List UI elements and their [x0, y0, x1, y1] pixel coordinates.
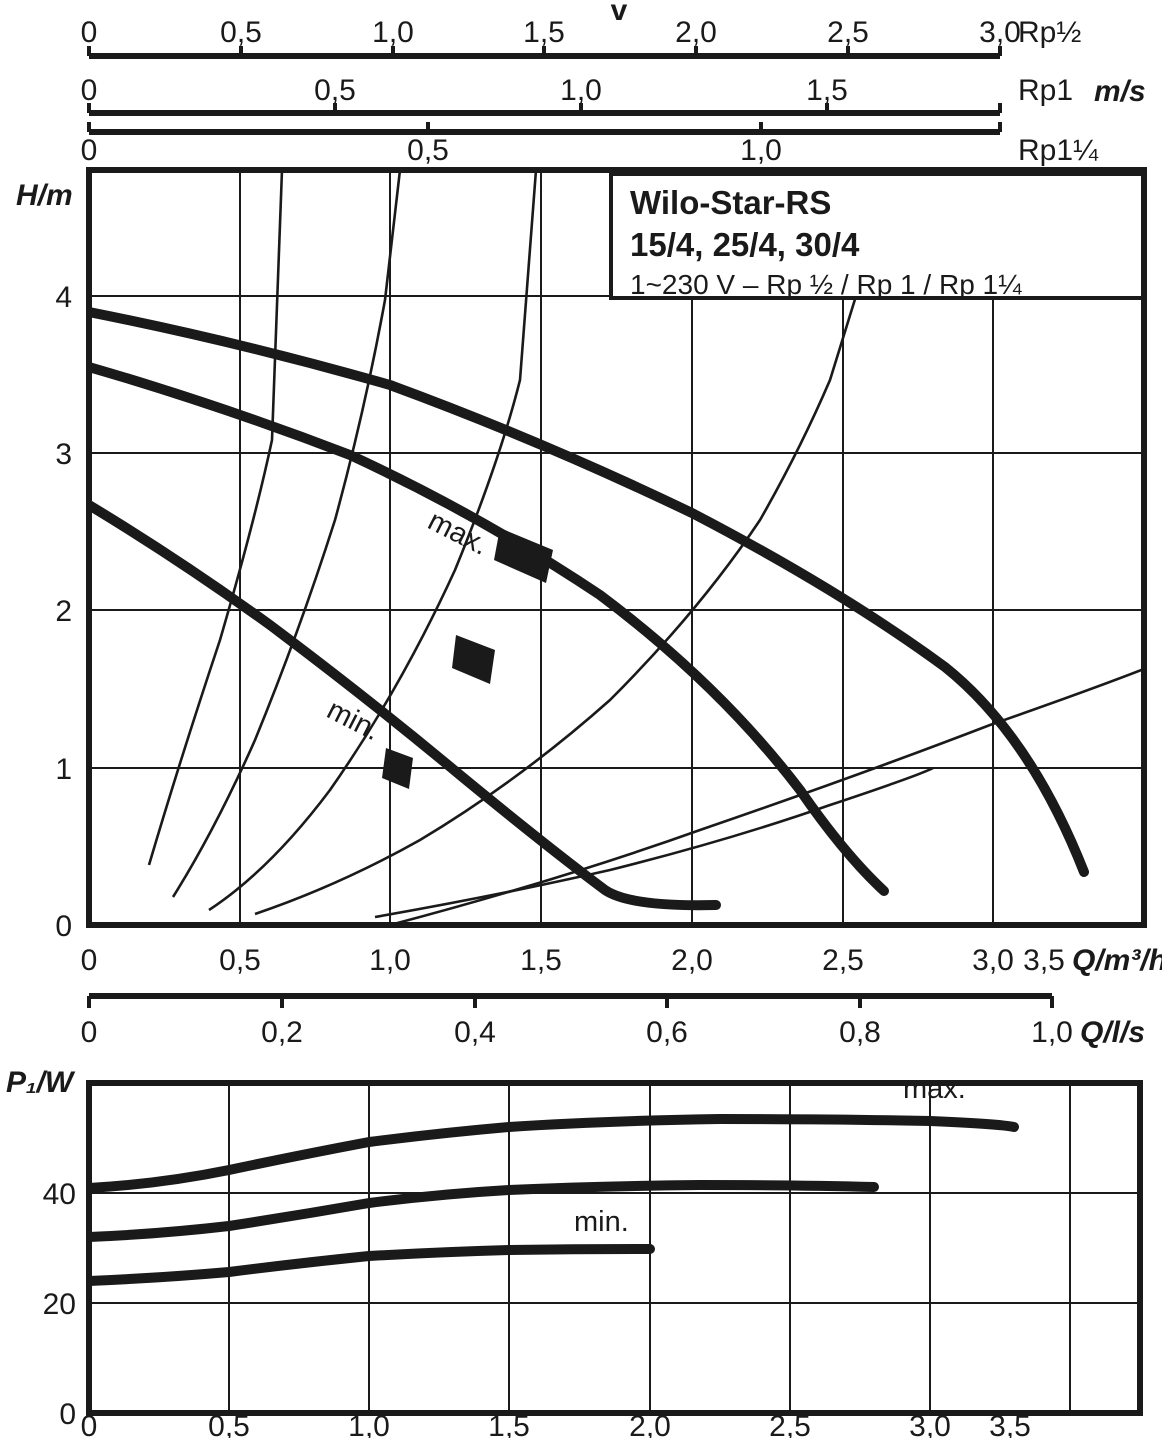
power-chart-curves	[89, 1113, 1019, 1286]
scale-row-rp-1-25: 0 0,5 1,0 Rp1¼	[81, 122, 1099, 167]
head-min-marker	[382, 748, 413, 789]
head-y-axis-title: H/m	[16, 179, 73, 212]
rp-125-tick-1: 0,5	[407, 134, 449, 167]
velocity-unit-label: m/s	[1094, 75, 1146, 108]
title-models: 15/4, 25/4, 30/4	[630, 226, 860, 263]
head-max-marker	[494, 528, 553, 583]
power-curve-label-min: min.	[574, 1206, 629, 1238]
rp-1-name: Rp1	[1018, 74, 1073, 107]
power-ytick-2: 40	[43, 1178, 76, 1211]
rp-half-tick-0: 0	[81, 16, 98, 49]
power-chart-x-axis: 0 0,5 1,0 1,5 2,0 2,5 3,0 3,5	[81, 1410, 1031, 1438]
qls-axis-title: Q/l/s	[1080, 1016, 1145, 1049]
rp-1-tick-0: 0	[81, 74, 98, 107]
rp-125-tick-2: 1,0	[740, 134, 782, 167]
head-xtick-4: 2,0	[671, 944, 713, 977]
power-chart-y-axis: P₁/W 0 20 40	[6, 1066, 76, 1431]
head-xtick-2: 1,0	[369, 944, 411, 977]
power-xtick-4: 2,0	[629, 1410, 671, 1438]
title-box: Wilo-Star-RS 15/4, 25/4, 30/4 1~230 V – …	[609, 172, 1145, 300]
title-spec: 1~230 V – Rp ½ / Rp 1 / Rp 1¼	[630, 269, 1022, 300]
scale-row-rp-1: 0 0,5 1,0 1,5 Rp1	[81, 74, 1073, 116]
qls-tick-3: 0,6	[646, 1016, 688, 1049]
rp-half-tick-6: 3,0	[979, 16, 1021, 49]
system-curve-4	[254, 295, 858, 916]
scale-row-rp-1-ticks	[87, 103, 1002, 113]
head-xtick-1: 0,5	[219, 944, 261, 977]
velocity-symbol-label: v	[611, 0, 628, 27]
power-xtick-0: 0	[81, 1410, 98, 1438]
power-ytick-1: 20	[43, 1288, 76, 1321]
qls-tick-1: 0,2	[261, 1016, 303, 1049]
power-xtick-6: 3,0	[909, 1410, 951, 1438]
head-chart-pump-curves	[89, 307, 1089, 911]
rp-125-name: Rp1¼	[1018, 134, 1099, 167]
power-curve-min	[89, 1244, 655, 1286]
power-xtick-1: 0,5	[208, 1410, 250, 1438]
power-curve-label-max: max.	[903, 1073, 966, 1105]
power-chart-frame	[86, 1080, 1143, 1416]
rp-1-tick-1: 0,5	[314, 74, 356, 107]
title-product: Wilo-Star-RS	[630, 184, 831, 221]
system-curve-2	[171, 170, 402, 898]
rp-1-tick-2: 1,0	[560, 74, 602, 107]
system-curve-3	[208, 170, 538, 912]
power-xtick-7: 3,5	[989, 1410, 1031, 1438]
head-chart-y-axis: H/m 0 1 2 3 4	[16, 179, 73, 943]
head-chart-annotations: max. min.	[322, 505, 553, 789]
head-chart-frame	[86, 167, 1147, 928]
head-ytick-2: 2	[55, 595, 72, 628]
power-chart-annotations: max. min.	[574, 1073, 966, 1238]
power-curve-max	[89, 1113, 1019, 1193]
rp-125-tick-0: 0	[81, 134, 98, 167]
scale-row-rp-1-25-ticks	[87, 122, 1002, 132]
rp-1-tick-3: 1,5	[806, 74, 848, 107]
rp-half-tick-2: 1,0	[372, 16, 414, 49]
head-xtick-5: 2,5	[822, 944, 864, 977]
system-curve-6	[389, 667, 1144, 925]
power-chart-horizontal-gridlines	[89, 1192, 1140, 1304]
power-xtick-3: 1,5	[488, 1410, 530, 1438]
pump-curve-med	[89, 362, 889, 896]
head-chart-horizontal-gridlines	[89, 295, 1144, 769]
system-curve-5	[374, 766, 934, 919]
scale-row-rp-half-ticks	[87, 46, 1002, 56]
head-xtick-6: 3,0	[972, 944, 1014, 977]
rp-half-tick-1: 0,5	[220, 16, 262, 49]
rp-half-tick-3: 1,5	[523, 16, 565, 49]
rp-half-tick-4: 2,0	[675, 16, 717, 49]
power-y-axis-title: P₁/W	[6, 1066, 76, 1099]
head-xtick-3: 1,5	[520, 944, 562, 977]
head-ytick-1: 1	[55, 753, 72, 786]
top-velocity-scales: v m/s	[611, 0, 1146, 108]
head-ytick-4: 4	[55, 281, 72, 314]
power-curve-med	[89, 1179, 879, 1242]
secondary-flow-scale-ticks	[87, 996, 1054, 1008]
head-med-marker	[452, 635, 495, 684]
power-xtick-5: 2,5	[769, 1410, 811, 1438]
head-chart: max. min. Wilo-Star-RS 15/4, 25/4, 30/4 …	[16, 167, 1162, 977]
head-ytick-3: 3	[55, 438, 72, 471]
head-xtick-0: 0	[81, 944, 98, 977]
power-chart: max. min. P₁/W 0 20 40 0 0,5 1,0 1,5 2,0…	[6, 1066, 1143, 1438]
qls-tick-0: 0	[81, 1016, 98, 1049]
system-curve-1	[147, 170, 284, 866]
pump-curve-min	[89, 500, 721, 911]
scale-row-rp-half: 0 0,5 1,0 1,5 2,0 2,5 3,0 Rp½	[81, 16, 1081, 59]
head-x-axis-title: Q/m³/h	[1072, 944, 1162, 977]
secondary-flow-scale: 0 0,2 0,4 0,6 0,8 1,0 Q/l/s	[81, 993, 1145, 1049]
power-xtick-2: 1,0	[348, 1410, 390, 1438]
pump-curve-max	[89, 307, 1089, 877]
rp-half-name: Rp½	[1018, 16, 1081, 49]
power-ytick-0: 0	[59, 1398, 76, 1431]
qls-tick-4: 0,8	[839, 1016, 881, 1049]
qls-tick-2: 0,4	[454, 1016, 496, 1049]
rp-half-tick-5: 2,5	[827, 16, 869, 49]
qls-tick-5: 1,0	[1031, 1016, 1073, 1049]
head-xtick-7: 3,5	[1023, 944, 1065, 977]
head-chart-x-axis: 0 0,5 1,0 1,5 2,0 2,5 3,0 3,5 Q/m³/h	[81, 944, 1162, 977]
head-ytick-0: 0	[55, 910, 72, 943]
